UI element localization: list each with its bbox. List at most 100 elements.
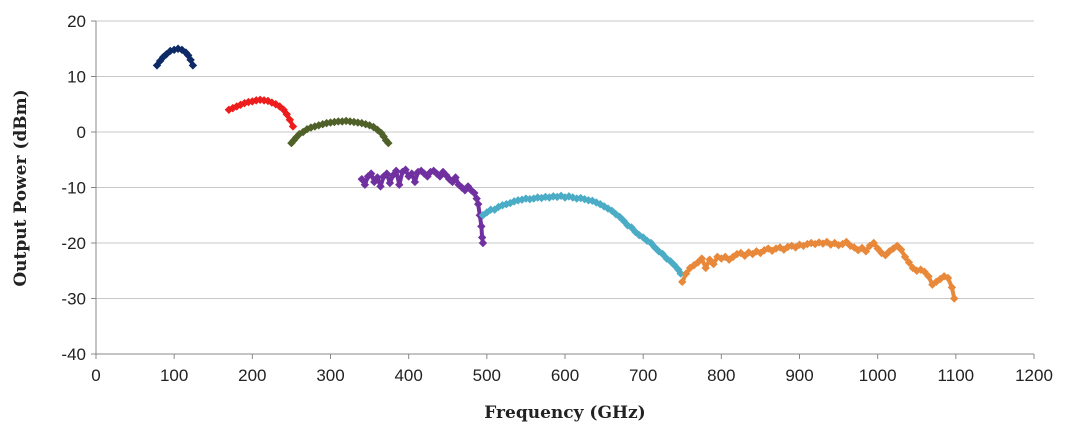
data-point (407, 169, 416, 178)
data-point (603, 204, 613, 213)
x-tick-label: 800 (707, 366, 735, 385)
data-point (701, 263, 710, 273)
data-point (537, 193, 546, 203)
data-point (318, 120, 327, 129)
data-point (376, 182, 385, 191)
data-point (533, 193, 542, 202)
data-point (584, 196, 593, 205)
data-point (159, 52, 168, 62)
data-point (760, 246, 769, 255)
data-point (224, 105, 234, 114)
data-point (525, 194, 535, 204)
data-point (607, 206, 617, 216)
data-point (282, 110, 291, 119)
data-point (506, 198, 515, 208)
data-point (326, 118, 335, 127)
data-point (885, 247, 894, 256)
data-point (767, 246, 777, 255)
data-point (881, 251, 890, 260)
data-point (285, 115, 295, 124)
x-tick-label: 1100 (938, 366, 975, 385)
data-point (588, 196, 597, 206)
series-3 (287, 116, 393, 148)
data-point (255, 95, 265, 105)
data-point (181, 48, 191, 57)
data-point (771, 244, 781, 253)
data-point (678, 277, 687, 287)
data-point (477, 233, 487, 242)
data-point (177, 45, 187, 55)
data-series (152, 44, 959, 303)
data-point (592, 198, 601, 207)
data-point (658, 249, 667, 259)
data-point (366, 169, 376, 178)
x-tick-label: 400 (394, 366, 422, 385)
x-tick-label: 700 (629, 366, 657, 385)
data-point (779, 245, 789, 254)
data-point (420, 169, 429, 178)
data-point (775, 243, 785, 252)
data-point (545, 193, 554, 202)
data-point (474, 199, 483, 209)
data-point (697, 254, 706, 263)
y-tick-label: -40 (61, 345, 86, 364)
data-point (713, 252, 722, 262)
y-axis-title: Output Power (dBm) (11, 89, 31, 286)
data-point (818, 239, 828, 248)
data-point (298, 127, 308, 137)
y-tick-label: 0 (77, 123, 86, 142)
data-point (357, 174, 366, 184)
series-4 (357, 165, 488, 248)
data-point (373, 125, 382, 134)
data-point (807, 238, 816, 248)
data-point (689, 261, 699, 270)
data-point (646, 238, 656, 248)
data-point (379, 132, 388, 141)
data-point (631, 227, 640, 237)
data-point (681, 269, 691, 278)
data-point (650, 243, 660, 252)
data-point (676, 269, 685, 278)
data-point (822, 237, 832, 247)
series-2 (224, 95, 298, 131)
data-point (385, 178, 395, 188)
data-point (869, 238, 878, 248)
y-tick-label: -30 (61, 290, 86, 309)
series-5 (478, 191, 685, 278)
data-point (410, 177, 420, 187)
data-point (152, 61, 162, 70)
x-tick-label: 1000 (859, 366, 897, 385)
data-point (188, 61, 198, 70)
data-point (267, 98, 277, 107)
data-point (330, 117, 339, 127)
data-point (943, 273, 953, 283)
series-1 (152, 44, 198, 70)
data-point (391, 166, 401, 176)
data-point (259, 96, 269, 105)
data-point (240, 98, 249, 108)
data-point (541, 192, 550, 202)
data-point (947, 283, 957, 292)
data-point (721, 252, 730, 262)
y-tick-label: -10 (61, 179, 86, 198)
data-point (395, 180, 404, 189)
data-point (838, 239, 847, 249)
data-point (599, 202, 609, 211)
data-point (595, 199, 605, 209)
data-point (900, 252, 910, 262)
data-point (709, 259, 718, 269)
data-point (509, 197, 519, 206)
x-tick-label: 900 (785, 366, 813, 385)
data-point (764, 244, 773, 253)
data-point (662, 254, 671, 263)
data-point (830, 238, 839, 248)
data-point (184, 51, 193, 60)
data-point (288, 122, 298, 131)
x-tick-label: 1200 (1015, 366, 1053, 385)
data-point (834, 241, 843, 250)
x-tick-label: 100 (160, 366, 188, 385)
data-point (705, 255, 714, 264)
data-point (580, 194, 589, 204)
data-point (893, 241, 902, 250)
